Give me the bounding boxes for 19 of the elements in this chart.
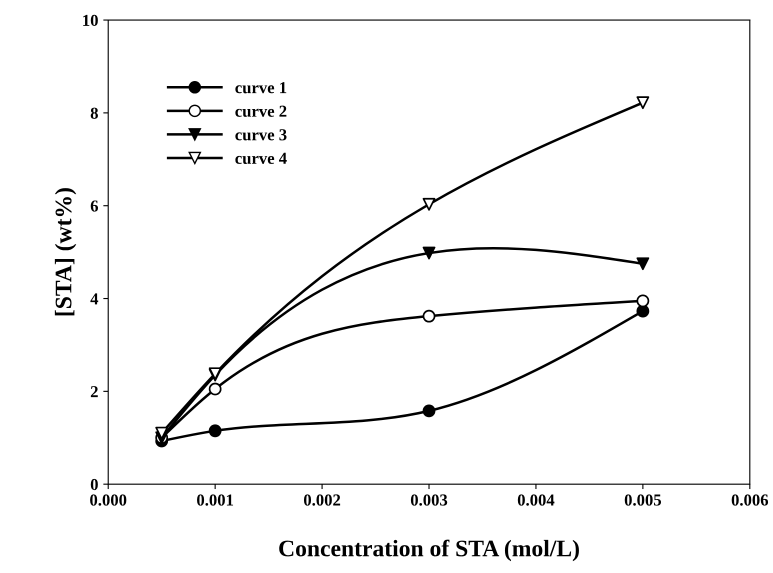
y-tick-label: 2 — [90, 386, 98, 398]
y-tick-label: 0 — [90, 478, 98, 490]
x-tick-label: 0.003 — [410, 494, 448, 506]
y-tick-label: 8 — [90, 108, 98, 119]
x-tick-label: 0.006 — [732, 494, 768, 506]
x-tick-label: 0.001 — [197, 494, 234, 506]
x-tick-label: 0.005 — [624, 494, 662, 506]
x-tick-label: 0.000 — [90, 494, 126, 506]
legend-label: curve 2 — [235, 106, 286, 117]
x-axis-title: Concentration of STA (mol/L) — [279, 540, 579, 562]
x-tick-label: 0.004 — [518, 494, 554, 506]
x-tick-label: 0.002 — [304, 494, 340, 506]
y-tick-label: 6 — [90, 200, 98, 212]
legend-label: curve 4 — [235, 152, 287, 164]
y-tick-label: 4 — [90, 293, 98, 304]
legend-label: curve 3 — [235, 129, 287, 140]
legend-label: curve 1 — [235, 82, 286, 94]
y-tick-label: 10 — [83, 14, 98, 26]
y-axis-title: [STA] (wt%) — [54, 188, 76, 316]
